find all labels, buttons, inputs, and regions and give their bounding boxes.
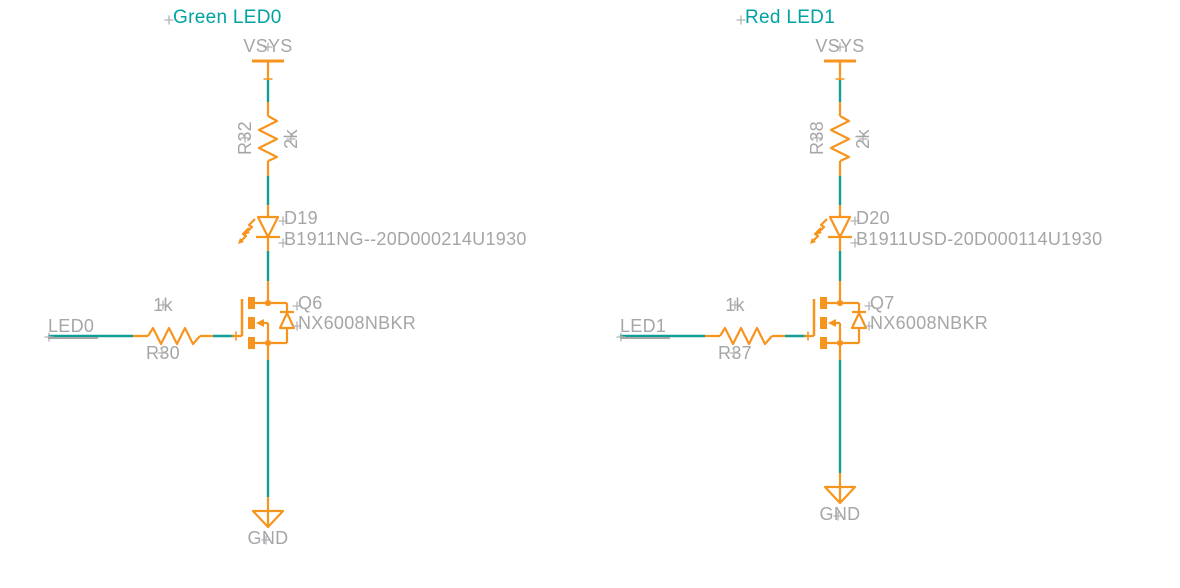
power-net-label[interactable]: VSYS xyxy=(815,36,865,56)
mosfet-part-number[interactable]: NX6008NBKR xyxy=(870,313,989,333)
power-net-label[interactable]: VSYS xyxy=(243,36,293,56)
circuit-title[interactable]: Red LED1 xyxy=(745,7,836,28)
led-refdes[interactable]: D19 xyxy=(284,208,318,228)
mosfet-refdes[interactable]: Q6 xyxy=(298,293,323,313)
led-part-number[interactable]: B1911USD-20D000114U1930 xyxy=(856,229,1103,249)
series-resistor-value[interactable]: 2k xyxy=(281,129,301,149)
mosfet-refdes[interactable]: Q7 xyxy=(870,293,895,313)
input-net-label[interactable]: LED1 xyxy=(620,317,671,339)
gate-resistor-refdes[interactable]: R30 xyxy=(146,343,180,363)
ground-net-label[interactable]: GND xyxy=(819,504,861,524)
gate-resistor-value[interactable]: 1k xyxy=(153,295,173,315)
input-net-label[interactable]: LED0 xyxy=(48,317,99,339)
led-part-number[interactable]: B1911NG--20D000214U1930 xyxy=(284,229,527,249)
gnd-symbol-right[interactable] xyxy=(823,360,857,522)
mosfet-part-number[interactable]: NX6008NBKR xyxy=(298,313,417,333)
gnd-symbol-left[interactable] xyxy=(251,360,285,546)
led-refdes[interactable]: D20 xyxy=(856,208,890,228)
series-resistor-value[interactable]: 2k xyxy=(853,129,873,149)
series-resistor-refdes[interactable]: R32 xyxy=(235,121,255,155)
circuit-title[interactable]: Green LED0 xyxy=(173,7,282,28)
gate-resistor-refdes[interactable]: R37 xyxy=(718,343,752,363)
ground-net-label[interactable]: GND xyxy=(247,528,289,548)
gate-resistor-value[interactable]: 1k xyxy=(725,295,745,315)
series-resistor-refdes[interactable]: R38 xyxy=(807,121,827,155)
